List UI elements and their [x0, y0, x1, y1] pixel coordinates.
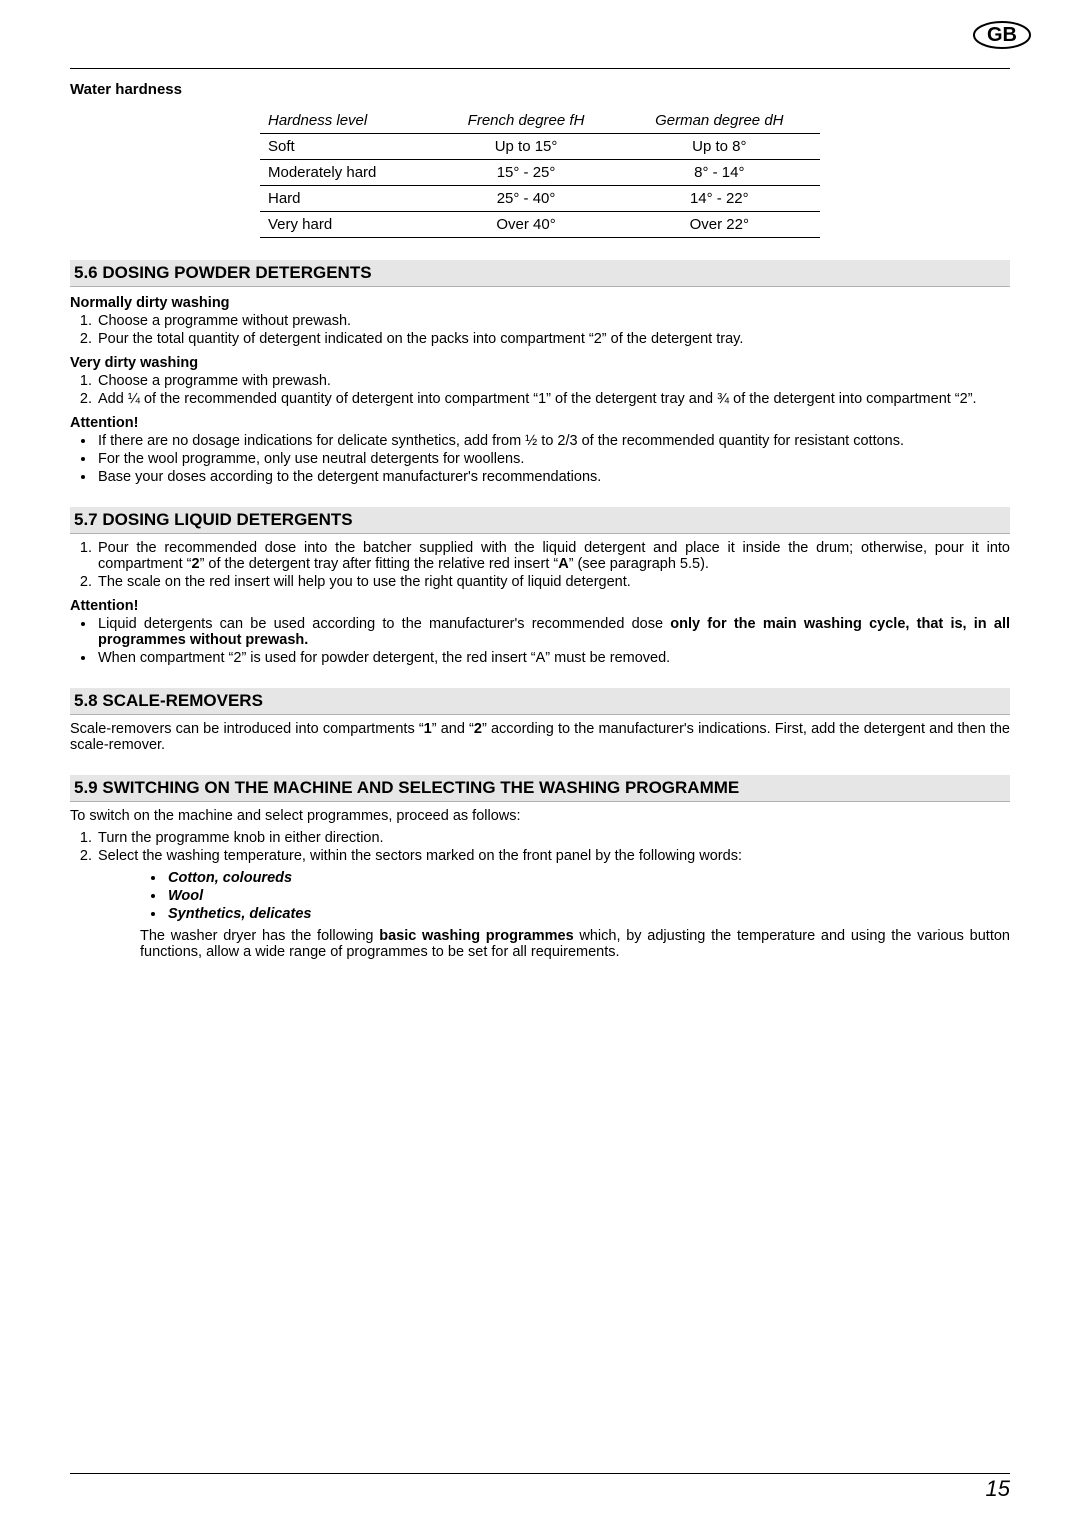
- very-dirty-heading: Very dirty washing: [70, 355, 1010, 371]
- top-divider: [70, 68, 1010, 69]
- list-item: Cotton, coloureds: [166, 870, 1010, 886]
- scale-removers-para: Scale-removers can be introduced into co…: [70, 721, 1010, 753]
- list-item: Choose a programme without prewash.: [96, 313, 1010, 329]
- list-item: For the wool programme, only use neutral…: [96, 451, 1010, 467]
- switching-on-list: Turn the programme knob in either direct…: [70, 830, 1010, 864]
- list-item: Wool: [166, 888, 1010, 904]
- table-row: Hard 25° - 40° 14° - 22°: [260, 186, 820, 212]
- list-item: Synthetics, delicates: [166, 906, 1010, 922]
- col-french-degree: French degree fH: [433, 108, 618, 134]
- country-code: GB: [987, 24, 1017, 46]
- list-item: Choose a programme with prewash.: [96, 373, 1010, 389]
- switching-on-intro: To switch on the machine and select prog…: [70, 808, 1010, 824]
- list-item: Pour the total quantity of detergent ind…: [96, 331, 1010, 347]
- basic-programmes-note: The washer dryer has the following basic…: [140, 928, 1010, 960]
- country-badge: GB: [972, 20, 1032, 50]
- list-item: When compartment “2” is used for powder …: [96, 650, 1010, 666]
- list-item: Pour the recommended dose into the batch…: [96, 540, 1010, 572]
- table-row: Moderately hard 15° - 25° 8° - 14°: [260, 160, 820, 186]
- section-5-6-title: 5.6 DOSING POWDER DETERGENTS: [70, 260, 1010, 287]
- list-item: The scale on the red insert will help yo…: [96, 574, 1010, 590]
- very-dirty-list: Choose a programme with prewash. Add ¼ o…: [70, 373, 1010, 407]
- attention-5-7-list: Liquid detergents can be used according …: [70, 616, 1010, 666]
- section-5-8-title: 5.8 SCALE-REMOVERS: [70, 688, 1010, 715]
- list-item: Select the washing temperature, within t…: [96, 848, 1010, 864]
- water-hardness-heading: Water hardness: [70, 81, 1010, 98]
- list-item: Add ¼ of the recommended quantity of det…: [96, 391, 1010, 407]
- table-header-row: Hardness level French degree fH German d…: [260, 108, 820, 134]
- list-item: Base your doses according to the deterge…: [96, 469, 1010, 485]
- programme-categories: Cotton, coloureds Wool Synthetics, delic…: [140, 870, 1010, 960]
- section-5-7-title: 5.7 DOSING LIQUID DETERGENTS: [70, 507, 1010, 534]
- normally-dirty-heading: Normally dirty washing: [70, 295, 1010, 311]
- water-hardness-table: Hardness level French degree fH German d…: [260, 108, 820, 238]
- col-hardness-level: Hardness level: [260, 108, 433, 134]
- attention-5-6-list: If there are no dosage indications for d…: [70, 433, 1010, 485]
- table-row: Soft Up to 15° Up to 8°: [260, 134, 820, 160]
- list-item: Turn the programme knob in either direct…: [96, 830, 1010, 846]
- footer-divider: [70, 1473, 1010, 1474]
- attention-5-7-heading: Attention!: [70, 598, 1010, 614]
- col-german-degree: German degree dH: [619, 108, 820, 134]
- page-number: 15: [70, 1476, 1010, 1502]
- table-row: Very hard Over 40° Over 22°: [260, 212, 820, 238]
- attention-5-6-heading: Attention!: [70, 415, 1010, 431]
- normally-dirty-list: Choose a programme without prewash. Pour…: [70, 313, 1010, 347]
- programme-categories-list: Cotton, coloureds Wool Synthetics, delic…: [140, 870, 1010, 922]
- dosing-liquid-list: Pour the recommended dose into the batch…: [70, 540, 1010, 590]
- list-item: Liquid detergents can be used according …: [96, 616, 1010, 648]
- section-5-9-title: 5.9 SWITCHING ON THE MACHINE AND SELECTI…: [70, 775, 1010, 802]
- list-item: If there are no dosage indications for d…: [96, 433, 1010, 449]
- page-footer: 15: [70, 1473, 1010, 1502]
